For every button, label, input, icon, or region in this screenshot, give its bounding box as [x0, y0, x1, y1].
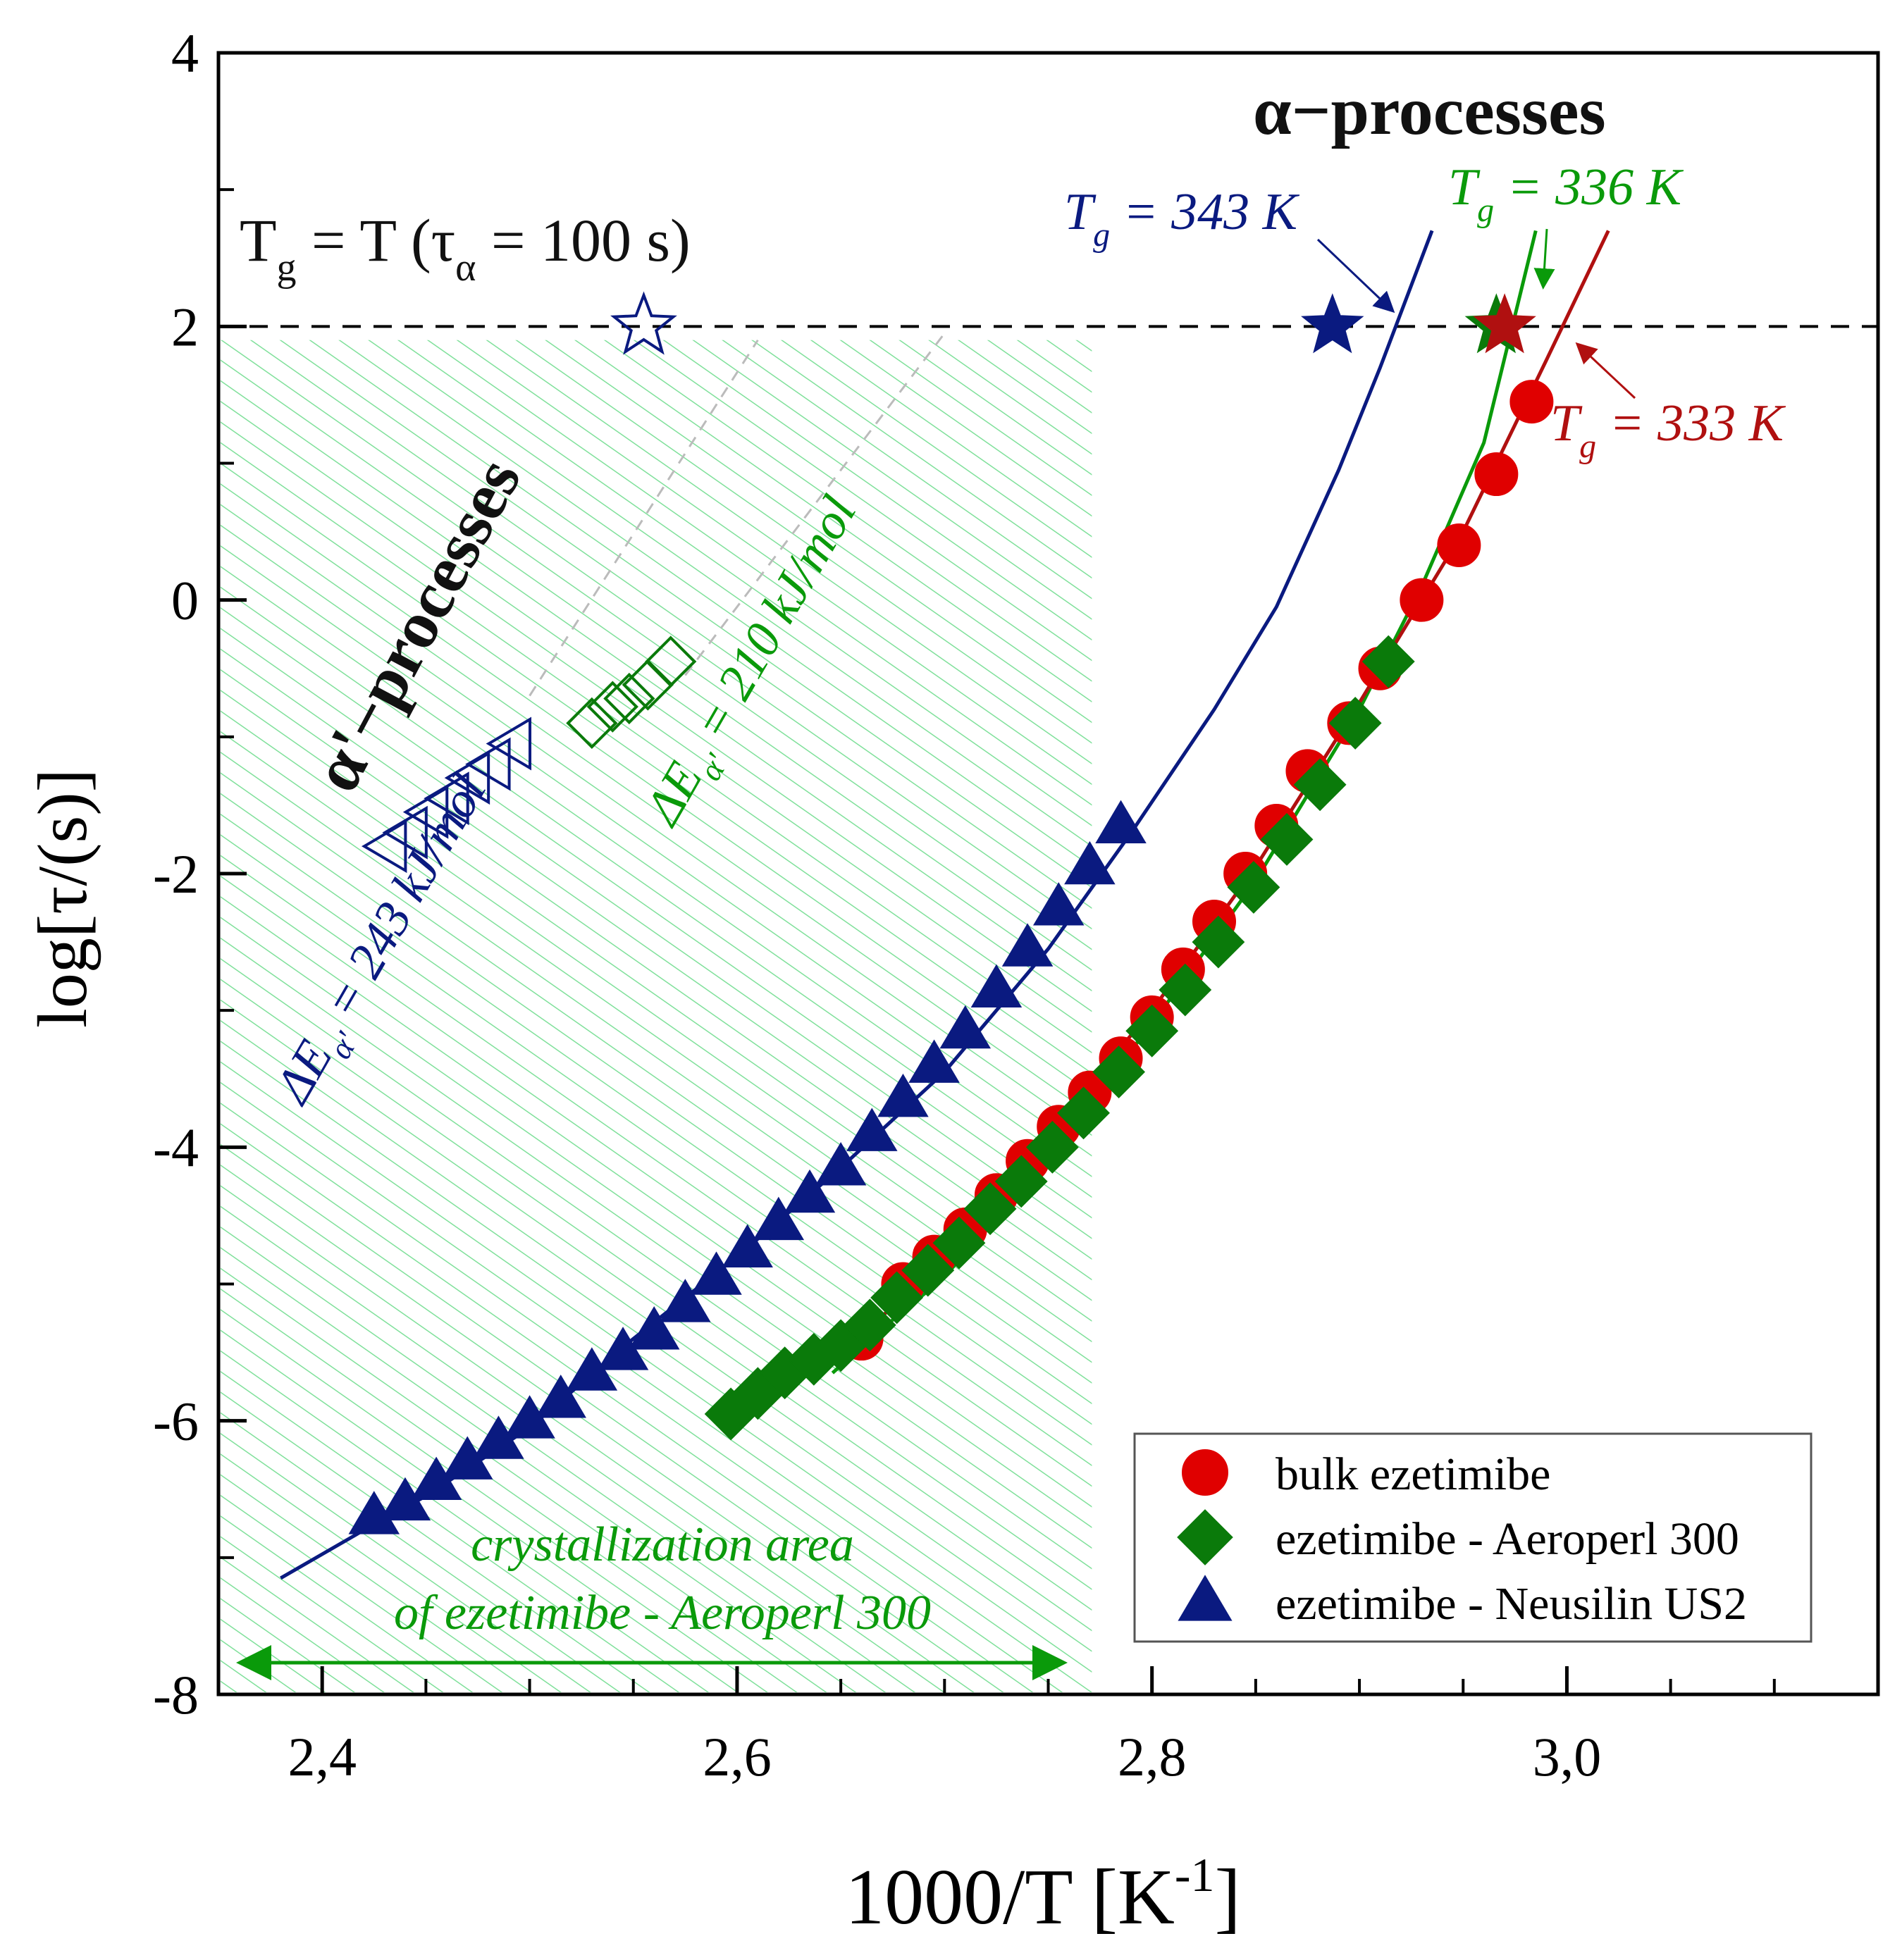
point-triangle [753, 1196, 805, 1241]
crystallization-label-line1: crystallization area [471, 1518, 854, 1572]
point-diamond [1328, 697, 1382, 750]
point-diamond [963, 1182, 1017, 1236]
tg-336-arrow [1533, 228, 1555, 290]
x-axis-label: 1000/T [K-1] [845, 1848, 1241, 1941]
point-triangle [784, 1169, 836, 1213]
legend-marker-diamond [1177, 1509, 1233, 1565]
x-axis-ticks: 2,4 2,6 2,8 3,0 [288, 1666, 1776, 1787]
point-triangle [628, 1305, 680, 1350]
point-diamond [843, 1298, 896, 1352]
data-points [348, 380, 1554, 1534]
alpha-prime-point-aeroperl [603, 672, 655, 725]
extrapolation-lines [529, 333, 946, 697]
point-diamond [1293, 758, 1347, 812]
point-circle [1474, 452, 1519, 497]
point-diamond [1092, 1046, 1146, 1098]
alpha-prime-point-neusilin [465, 737, 511, 791]
y-axis-ticks: -8 -6 -4 -2 0 2 4 [153, 23, 247, 1725]
point-diamond [1361, 635, 1415, 688]
point-circle [1437, 523, 1481, 567]
alpha-prime-point-aeroperl [566, 697, 618, 750]
legend-marker-circle [1182, 1449, 1228, 1496]
point-triangle [535, 1375, 586, 1418]
crystallization-label-line2: of ezetimibe - Aeroperl 300 [394, 1586, 931, 1640]
tg-star [1473, 293, 1536, 354]
point-triangle [877, 1073, 929, 1117]
point-diamond [1159, 963, 1212, 1017]
y-axis-label: log[τ/(s)] [23, 769, 101, 1028]
alpha-prime-point-neusilin [382, 805, 428, 860]
legend: bulk ezetimibe ezetimibe - Aeroperl 300 ez… [1133, 1432, 1813, 1643]
y-tick-label: 0 [171, 570, 199, 631]
tg-star [1301, 293, 1364, 354]
legend-marker-triangle [1178, 1575, 1233, 1621]
point-triangle [1001, 923, 1054, 967]
point-triangle [1032, 882, 1085, 926]
alpha-prime-point-aeroperl [586, 681, 638, 733]
tg-336-label: Tg = 336 K [1448, 159, 1684, 229]
point-triangle [660, 1279, 711, 1322]
tg-definition-label: Tg = T (τα = 100 s) [240, 206, 691, 290]
point-triangle [1064, 841, 1116, 885]
y-tick-label: 4 [171, 23, 199, 84]
legend-label: ezetimibe - Neusilin US2 [1276, 1578, 1747, 1630]
tg-343-label: Tg = 343 K [1064, 183, 1300, 254]
alpha-processes-label: α−processes [1253, 73, 1606, 149]
legend-box [1133, 1432, 1813, 1643]
point-diamond [870, 1271, 924, 1325]
x-tick-label: 2,6 [703, 1726, 772, 1787]
point-triangle [691, 1251, 742, 1295]
point-circle [1509, 380, 1554, 424]
point-triangle [846, 1108, 898, 1151]
y-tick-label: -2 [153, 843, 199, 905]
point-diamond [1227, 861, 1280, 914]
point-diamond [1057, 1086, 1110, 1140]
point-diamond [932, 1216, 986, 1270]
x-tick-label: 2,8 [1118, 1726, 1187, 1787]
alpha-prime-point-neusilin [424, 771, 469, 826]
point-diamond [901, 1243, 955, 1297]
point-triangle [939, 1005, 992, 1049]
tg-343-arrow [1316, 238, 1395, 314]
point-triangle [815, 1141, 867, 1186]
point-triangle [1095, 800, 1147, 844]
point-diamond [1025, 1120, 1079, 1174]
point-diamond [994, 1155, 1048, 1208]
point-triangle [722, 1224, 773, 1267]
x-tick-label: 2,4 [288, 1726, 357, 1787]
tg-333-arrow [1575, 342, 1636, 399]
tg-star [610, 291, 677, 355]
alpha-prime-point-aeroperl [645, 635, 697, 688]
x-tick-label: 3,0 [1533, 1726, 1602, 1787]
point-triangle [970, 964, 1023, 1008]
point-diamond [1192, 915, 1245, 969]
y-tick-label: -8 [153, 1664, 199, 1725]
point-triangle [908, 1039, 960, 1083]
point-diamond [1125, 1004, 1179, 1057]
tg-star-markers [610, 291, 1536, 355]
y-tick-label: -6 [153, 1391, 199, 1452]
point-circle [1400, 578, 1444, 622]
alpha-prime-point-neusilin [486, 717, 532, 771]
legend-label: bulk ezetimibe [1276, 1449, 1550, 1500]
y-tick-label: 2 [171, 296, 199, 357]
y-tick-label: -4 [153, 1117, 199, 1178]
crystallization-area [221, 340, 1092, 1692]
legend-label: ezetimibe - Aeroperl 300 [1276, 1513, 1739, 1565]
extrapolation-line-1 [684, 333, 946, 676]
point-diamond [1260, 813, 1314, 866]
tg-333-label: Tg = 333 K [1550, 395, 1786, 465]
extrapolation-line-0 [529, 339, 759, 697]
